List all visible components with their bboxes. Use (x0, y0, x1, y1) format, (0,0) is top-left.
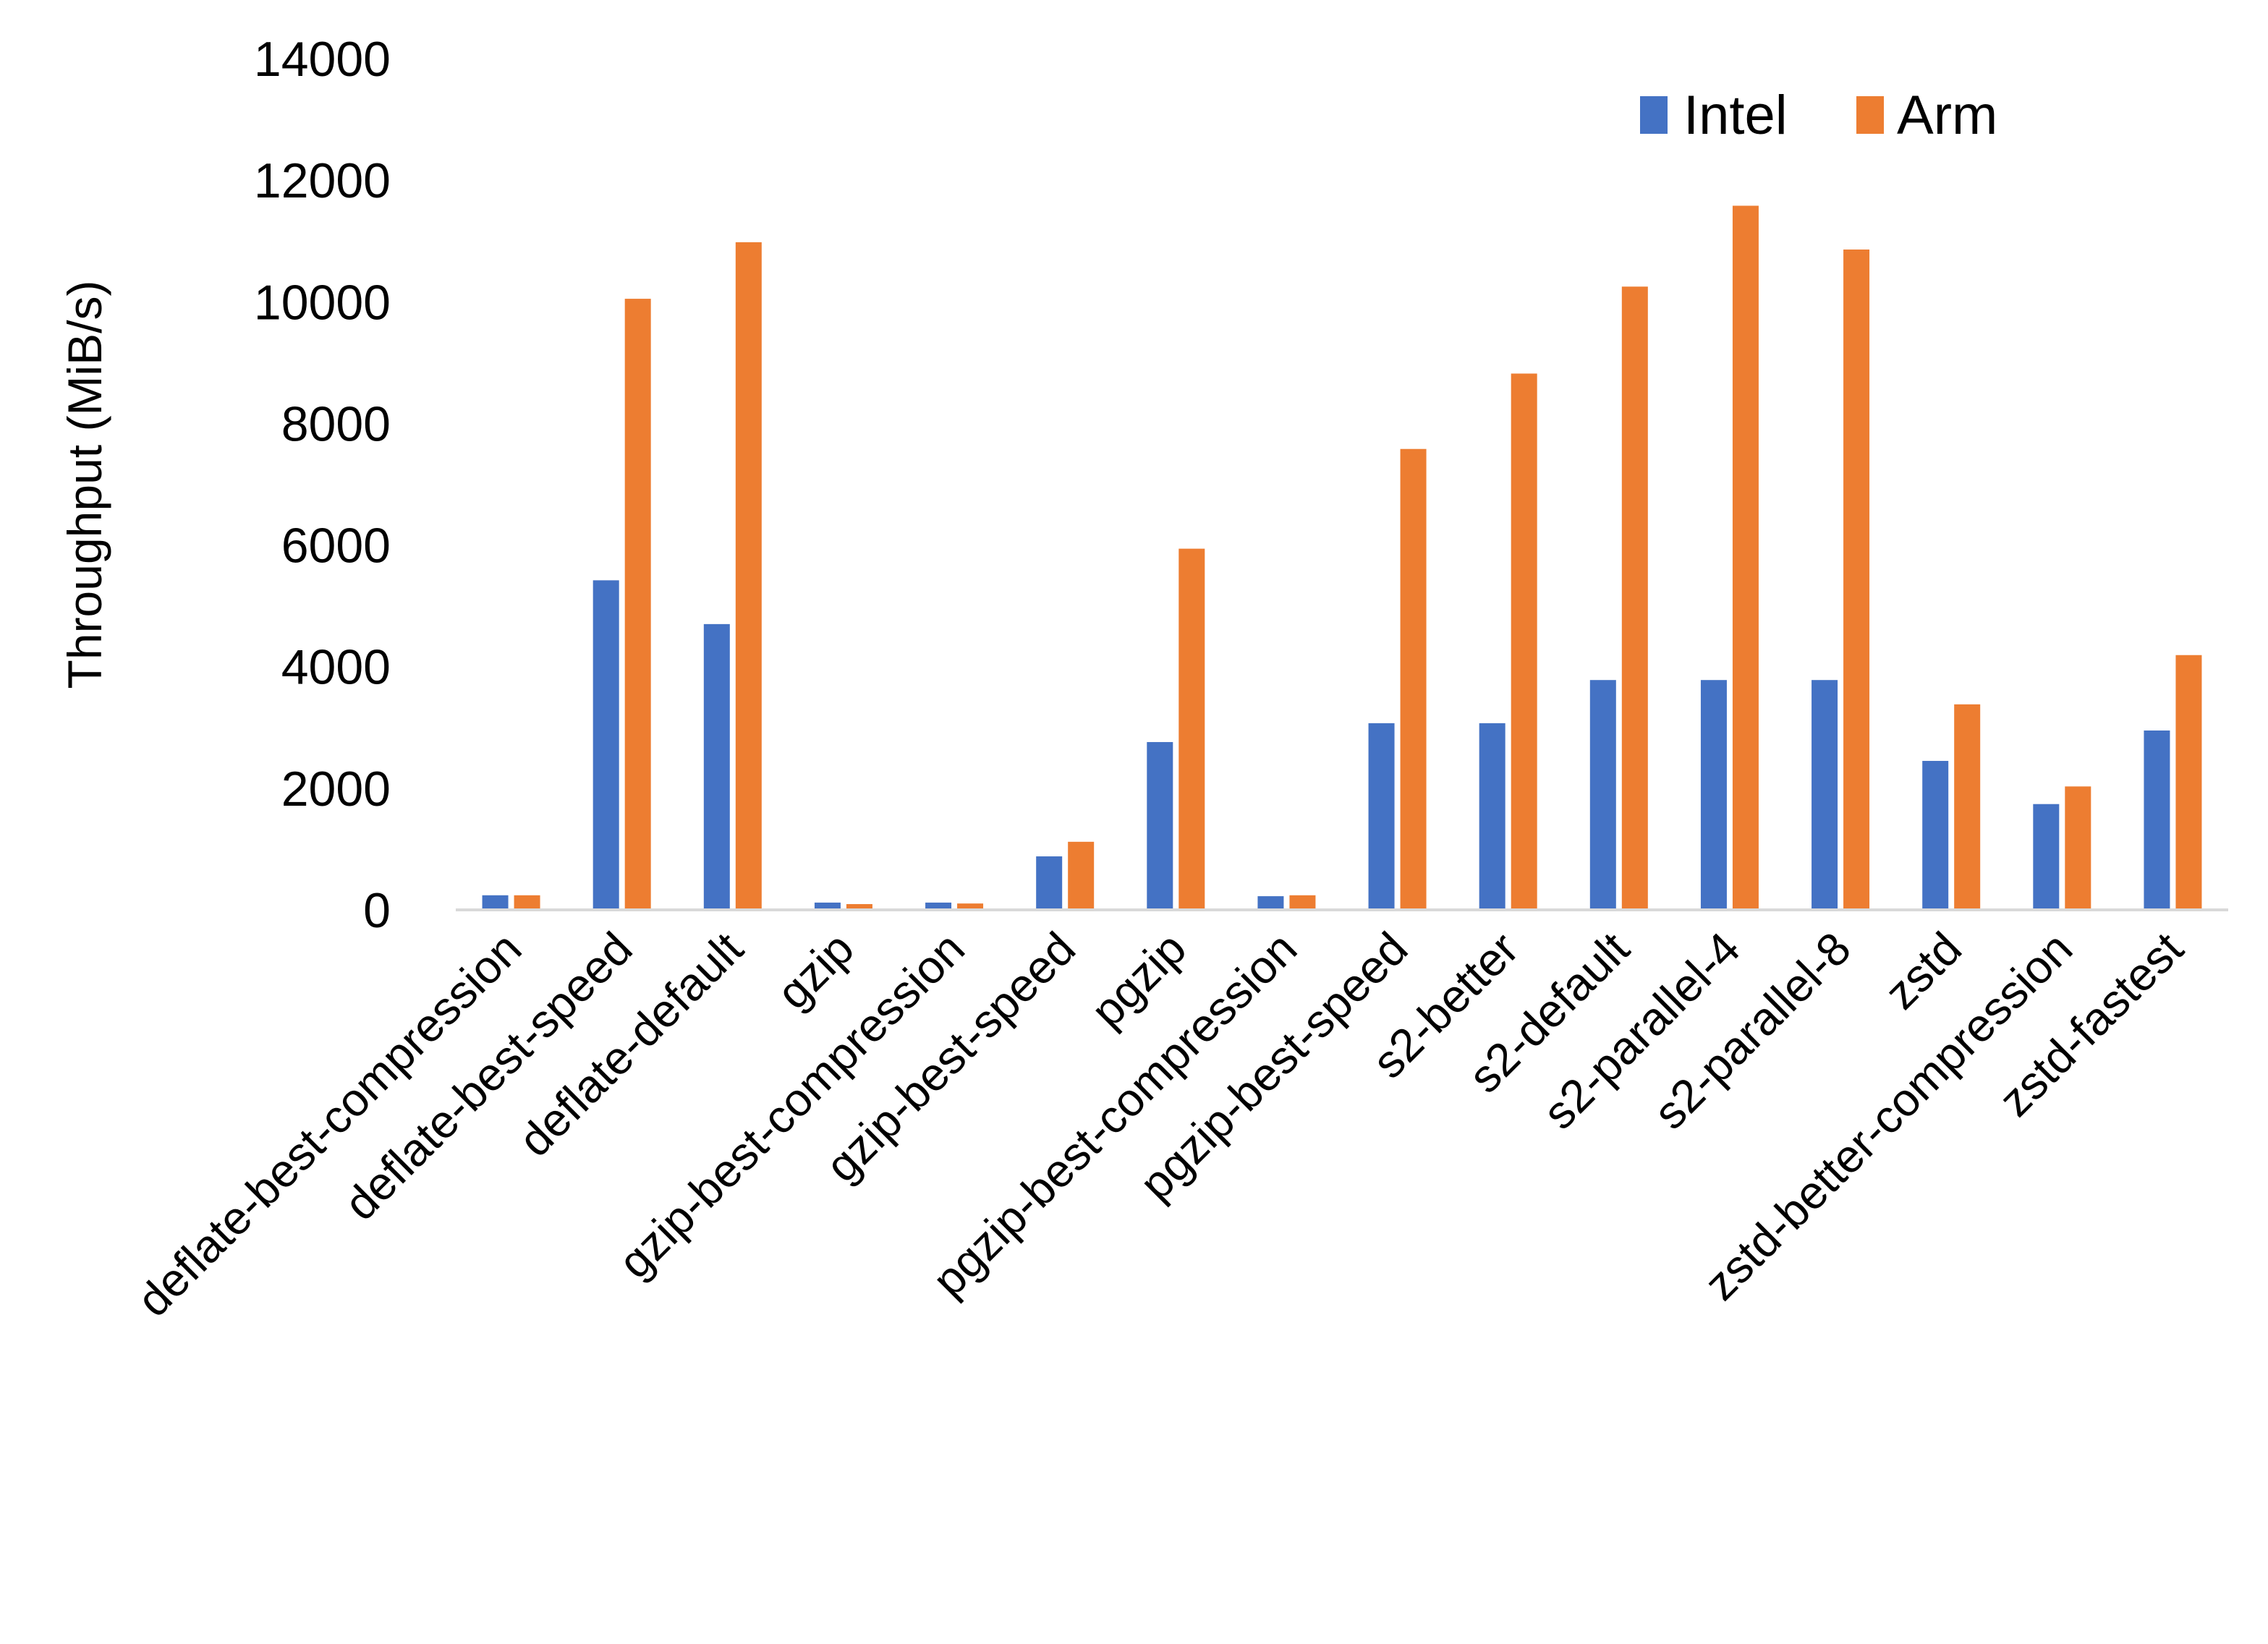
y-tick-label: 12000 (254, 153, 391, 208)
bar-intel-s2-parallel-4 (1700, 680, 1727, 910)
y-axis-ticks: 0 2000 4000 6000 8000 10000 12000 14000 (254, 32, 391, 938)
bar-intel-s2-better (1479, 723, 1505, 910)
x-tick-label: gzip (767, 922, 864, 1019)
bar-intel-gzip (814, 902, 841, 910)
bar-arm-deflate-best-speed (624, 299, 651, 910)
bar-intel-deflate-best-speed (593, 580, 619, 910)
y-tick-label: 2000 (281, 762, 391, 817)
bar-intel-s2-default (1589, 680, 1616, 910)
bar-arm-pgzip-best-compression (1289, 895, 1316, 910)
bar-intel-s2-parallel-8 (1812, 680, 1838, 910)
x-tick-label: zstd (1874, 922, 1971, 1019)
bar-arm-s2-default (1621, 286, 1648, 911)
bar-arm-zstd-better-compression (2065, 786, 2091, 910)
bar-arm-zstd (1954, 704, 1981, 910)
bar-intel-zstd-fastest (2144, 730, 2170, 910)
bar-arm-deflate-best-compression (514, 895, 540, 910)
legend: Intel Arm (1640, 85, 1997, 146)
bar-arm-s2-parallel-4 (1732, 205, 1759, 910)
bar-arm-gzip-best-speed (1068, 841, 1095, 910)
bar-arm-s2-parallel-8 (1843, 249, 1870, 911)
legend-swatch-arm (1856, 96, 1884, 134)
y-tick-label: 10000 (254, 275, 391, 330)
bars (482, 205, 2202, 911)
bar-arm-gzip (846, 904, 872, 910)
bar-intel-gzip-best-speed (1036, 856, 1063, 910)
y-tick-label: 14000 (254, 32, 391, 87)
bar-intel-zstd-better-compression (2033, 804, 2060, 910)
y-tick-label: 4000 (281, 640, 391, 695)
y-axis-label: Throughput (MiB/s) (58, 281, 111, 689)
bar-arm-pgzip (1178, 548, 1205, 910)
bar-intel-pgzip-best-speed (1368, 723, 1395, 910)
y-tick-label: 8000 (281, 396, 391, 451)
bar-intel-zstd (1922, 761, 1949, 910)
y-tick-label: 0 (363, 883, 391, 938)
legend-label-arm: Arm (1897, 85, 1997, 146)
bar-intel-pgzip (1147, 741, 1173, 910)
x-axis-categories: deflate-best-compressiondeflate-best-spe… (127, 922, 2193, 1326)
bar-intel-gzip-best-compression (925, 902, 952, 910)
bar-intel-deflate-best-compression (482, 895, 509, 910)
legend-label-intel: Intel (1683, 85, 1788, 146)
bar-arm-gzip-best-compression (957, 903, 984, 910)
bar-intel-pgzip-best-compression (1257, 896, 1284, 910)
legend-swatch-intel (1640, 96, 1668, 134)
bar-arm-zstd-fastest (2175, 655, 2202, 910)
bar-arm-deflate-default (735, 242, 762, 910)
bar-arm-s2-better (1511, 373, 1537, 910)
bar-arm-pgzip-best-speed (1400, 448, 1427, 910)
bar-intel-deflate-default (703, 623, 730, 910)
y-tick-label: 6000 (281, 519, 391, 574)
